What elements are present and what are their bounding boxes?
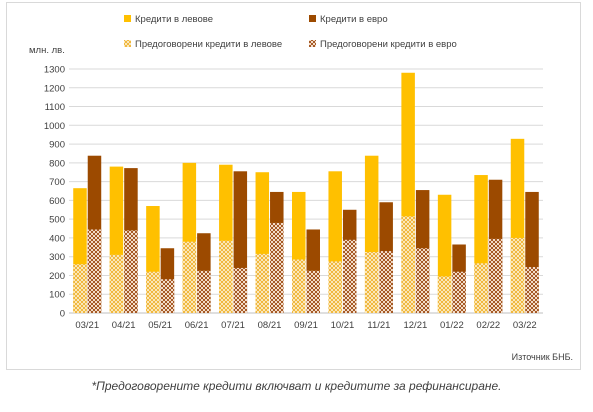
- bar-lev-refinanced: [474, 263, 488, 313]
- bar-eur-refinanced: [233, 267, 248, 313]
- x-tick-label: 11/21: [367, 320, 390, 331]
- x-tick-label: 08/21: [258, 320, 282, 331]
- bar-lev-refinanced: [146, 271, 160, 313]
- y-tick-label: 600: [49, 196, 65, 207]
- chart-frame: 0 100 200 300 400 500 600 700 800 900 1000 1100 1200…: [6, 2, 581, 370]
- legend-label: Кредити в евро: [320, 14, 388, 25]
- x-tick-label: 03/22: [513, 320, 537, 331]
- y-tick-label: 1200: [44, 83, 65, 94]
- x-axis-ticks: 03/21 04/21 05/21 06/21 07/21 08/21 09/21 10/21…: [75, 320, 536, 331]
- grid-layer: [69, 68, 543, 314]
- bar-lev-refinanced: [182, 241, 197, 313]
- bar-chart: 0 100 200 300 400 500 600 700 800 900 1000 1100 1200…: [29, 14, 573, 362]
- bar-lev-refinanced: [292, 259, 306, 313]
- bar-eur-refinanced: [452, 271, 466, 313]
- y-tick-label: 700: [49, 177, 65, 188]
- bar-eur-refinanced: [87, 229, 102, 313]
- bar-eur-refinanced: [342, 239, 357, 313]
- bar-eur-refinanced: [488, 238, 503, 313]
- bar-eur-refinanced: [525, 267, 539, 313]
- y-tick-label: 100: [49, 290, 65, 301]
- y-tick-label: 1300: [44, 65, 65, 76]
- bar-lev-refinanced: [437, 276, 452, 313]
- unit-label: млн. лв.: [29, 45, 65, 56]
- bar-lev-refinanced: [109, 254, 124, 313]
- x-tick-label: 04/21: [112, 320, 136, 331]
- legend-label: Предоговорени кредити в левове: [135, 39, 282, 50]
- x-tick-label: 10/21: [331, 320, 355, 331]
- bar-lev-refinanced: [401, 216, 415, 313]
- source-note: Източник БНБ.: [512, 352, 573, 362]
- y-tick-label: 900: [49, 140, 65, 151]
- bar-eur-refinanced: [306, 270, 320, 313]
- y-axis-ticks: 0 100 200 300 400 500 600 700 800 900 1000 1100 1200…: [44, 65, 65, 320]
- x-tick-label: 12/21: [403, 320, 427, 331]
- y-tick-label: 0: [60, 309, 65, 320]
- x-tick-label: 01/22: [440, 320, 464, 331]
- bar-lev-refinanced: [73, 264, 87, 313]
- bar-lev-refinanced: [328, 261, 342, 313]
- bar-lev-refinanced: [364, 252, 379, 313]
- legend-swatch: [309, 15, 316, 22]
- y-tick-label: 1100: [45, 102, 65, 113]
- y-tick-label: 300: [49, 252, 65, 263]
- x-tick-label: 06/21: [185, 320, 209, 331]
- y-tick-label: 400: [49, 233, 65, 244]
- x-tick-label: 02/22: [476, 320, 500, 331]
- legend-label: Предоговорени кредити в евро: [320, 39, 457, 50]
- legend-swatch: [124, 15, 131, 22]
- bar-eur-refinanced: [270, 222, 284, 313]
- footnote: *Предоговорените кредити включват и кред…: [91, 379, 502, 393]
- bars-layer: [73, 72, 539, 313]
- legend-label: Кредити в левове: [135, 14, 213, 25]
- x-tick-label: 05/21: [148, 320, 172, 331]
- bar-eur-refinanced: [124, 230, 138, 313]
- bar-eur-refinanced: [197, 270, 211, 313]
- y-tick-label: 800: [49, 158, 65, 169]
- x-tick-label: 03/21: [75, 320, 99, 331]
- legend: Кредити в левове Кредити в евро Предоговор…: [124, 14, 457, 50]
- bar-eur-refinanced: [379, 251, 393, 313]
- legend-swatch: [124, 40, 131, 47]
- x-tick-label: 07/21: [221, 320, 245, 331]
- bar-eur-refinanced: [415, 248, 430, 313]
- y-tick-label: 1000: [44, 121, 65, 132]
- legend-swatch: [309, 40, 316, 47]
- bar-lev-refinanced: [219, 240, 233, 313]
- y-tick-label: 500: [49, 215, 65, 226]
- y-tick-label: 200: [49, 271, 65, 282]
- bar-lev-refinanced: [255, 253, 270, 313]
- bar-lev-refinanced: [510, 237, 525, 313]
- bar-eur-refinanced: [160, 279, 175, 313]
- x-tick-label: 09/21: [294, 320, 318, 331]
